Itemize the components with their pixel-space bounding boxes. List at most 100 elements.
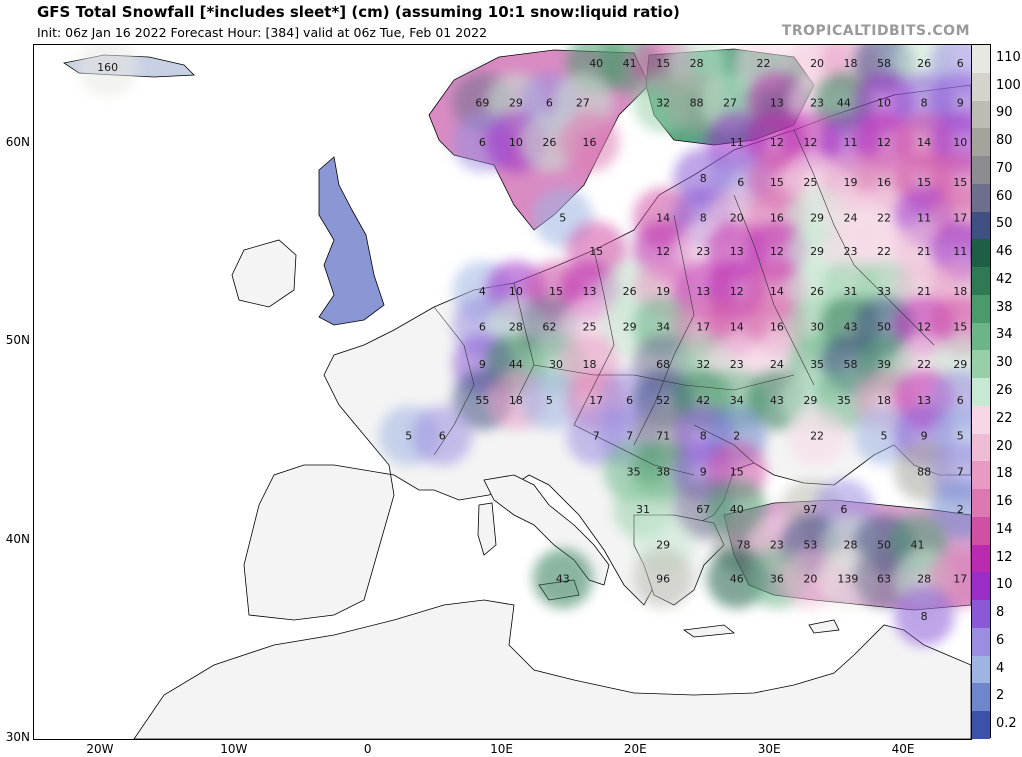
snowfall-value-label: 18 (953, 285, 967, 298)
snowfall-value-label: 22 (877, 245, 891, 258)
snowfall-value-label: 12 (877, 136, 891, 149)
snowfall-value-label: 55 (475, 394, 489, 407)
snowfall-value-label: 15 (730, 465, 744, 478)
snowfall-value-label: 19 (656, 285, 670, 298)
snowfall-value-label: 12 (803, 136, 817, 149)
snowfall-value-label: 10 (509, 285, 523, 298)
snowfall-value-label: 43 (556, 572, 570, 585)
snowfall-value-label: 40 (589, 57, 603, 70)
snowfall-value-label: 17 (589, 394, 603, 407)
snowfall-value-label: 33 (877, 285, 891, 298)
colorbar-swatch (972, 239, 990, 268)
colorbar-swatch (972, 294, 990, 324)
snow-patch (519, 369, 580, 430)
snowfall-value-label: 97 (803, 503, 817, 516)
snowfall-value-label: 8 (700, 172, 707, 185)
snowfall-value-label: 5 (559, 212, 566, 225)
snowfall-value-label: 43 (844, 321, 858, 334)
snow-patch (930, 478, 971, 539)
colorbar-swatch (972, 72, 990, 101)
snowfall-value-label: 23 (770, 539, 784, 552)
snowfall-value-label: 46 (730, 572, 744, 585)
snowfall-value-label: 53 (803, 539, 817, 552)
snowfall-value-label: 6 (479, 321, 486, 334)
snowfall-value-label: 27 (576, 97, 590, 110)
snowfall-value-label: 26 (542, 136, 556, 149)
colorbar-level-label: 46 (996, 244, 1013, 260)
crete (682, 624, 736, 638)
colorbar-level-label: 26 (996, 383, 1013, 398)
colorbar-level-label: 42 (996, 271, 1013, 287)
snowfall-value-label: 14 (917, 136, 931, 149)
snowfall-value-label: 5 (405, 430, 412, 443)
snowfall-map-canvas: 160 40 41 15 28 22 20 18 58 26 669 29 6 27 32 88 27 13 23 4… (62, 45, 971, 739)
colorbar-swatch (972, 350, 990, 379)
snowfall-value-label: 88 (690, 97, 704, 110)
snowfall-value-label: 16 (770, 321, 784, 334)
snowfall-value-label: 29 (953, 358, 967, 371)
snowfall-value-label: 26 (917, 57, 931, 70)
snowfall-value-label: 28 (509, 321, 523, 334)
snowfall-value-label: 15 (549, 285, 563, 298)
snowfall-value-label: 29 (656, 539, 670, 552)
snowfall-value-label: 21 (917, 285, 931, 298)
snowfall-value-label: 13 (770, 97, 784, 110)
colorbar-swatch (972, 100, 990, 129)
colorbar-swatch (972, 627, 990, 657)
snowfall-value-label: 10 (953, 136, 967, 149)
snowfall-value-label: 15 (770, 176, 784, 189)
colorbar-swatch (972, 378, 990, 407)
snowfall-value-label: 43 (770, 394, 784, 407)
snowfall-value-label: 28 (690, 57, 704, 70)
colorbar-swatch (972, 128, 990, 157)
snowfall-value-label: 7 (593, 430, 600, 443)
snowfall-value-label: 6 (840, 503, 847, 516)
colorbar-level-label: 20 (996, 438, 1013, 454)
snowfall-value-label: 14 (656, 212, 670, 225)
colorbar-level-label: 2 (996, 688, 1005, 704)
colorbar-swatch (972, 45, 990, 74)
border-layer (433, 129, 935, 476)
snowfall-value-label: 160 (97, 61, 118, 74)
snow-patch (412, 405, 473, 466)
colorbar-level-label: 90 (996, 105, 1013, 121)
snowfall-value-label: 6 (957, 57, 964, 70)
snowfall-value-label: 31 (636, 503, 650, 516)
snowfall-value-label: 10 (509, 136, 523, 149)
snowfall-value-label: 29 (810, 212, 824, 225)
snowfall-value-label: 35 (810, 358, 824, 371)
longitude-tick-label: 40E (891, 742, 915, 756)
colorbar-swatch (972, 711, 990, 740)
snowfall-value-label: 22 (757, 57, 771, 70)
snowfall-value-label: 18 (844, 57, 858, 70)
colorbar-swatch (972, 544, 990, 573)
snowfall-value-label: 15 (953, 321, 967, 334)
snowfall-value-label: 23 (844, 245, 858, 258)
snowfall-value-label: 69 (475, 97, 489, 110)
snowfall-value-label: 26 (623, 285, 637, 298)
snowfall-value-label: 30 (549, 358, 563, 371)
snowfall-value-label: 18 (509, 394, 523, 407)
snowfall-value-label: 28 (917, 572, 931, 585)
snowfall-value-label: 2 (733, 430, 740, 443)
cyprus (808, 619, 840, 634)
longitude-tick-label: 0 (363, 742, 372, 756)
snowfall-value-label: 5 (880, 430, 887, 443)
snowfall-value-label: 78 (736, 539, 750, 552)
colorbar-level-label: 16 (996, 494, 1013, 510)
longitude-tick-label: 30E (757, 742, 781, 756)
snowfall-value-label: 58 (844, 358, 858, 371)
colorbar-swatch (972, 655, 990, 684)
snowfall-value-label: 20 (803, 572, 817, 585)
snowfall-value-label: 71 (656, 430, 670, 443)
colorbar-swatch (972, 322, 990, 351)
colorbar-swatch (972, 683, 990, 712)
snowfall-value-label: 6 (479, 136, 486, 149)
snowfall-value-label: 29 (623, 321, 637, 334)
snowfall-value-label: 16 (770, 212, 784, 225)
colorbar-swatch (972, 572, 990, 601)
colorbar-swatch (972, 156, 990, 185)
snowfall-value-label: 50 (877, 321, 891, 334)
snowfall-value-label: 20 (730, 212, 744, 225)
snowfall-value-label: 16 (877, 176, 891, 189)
